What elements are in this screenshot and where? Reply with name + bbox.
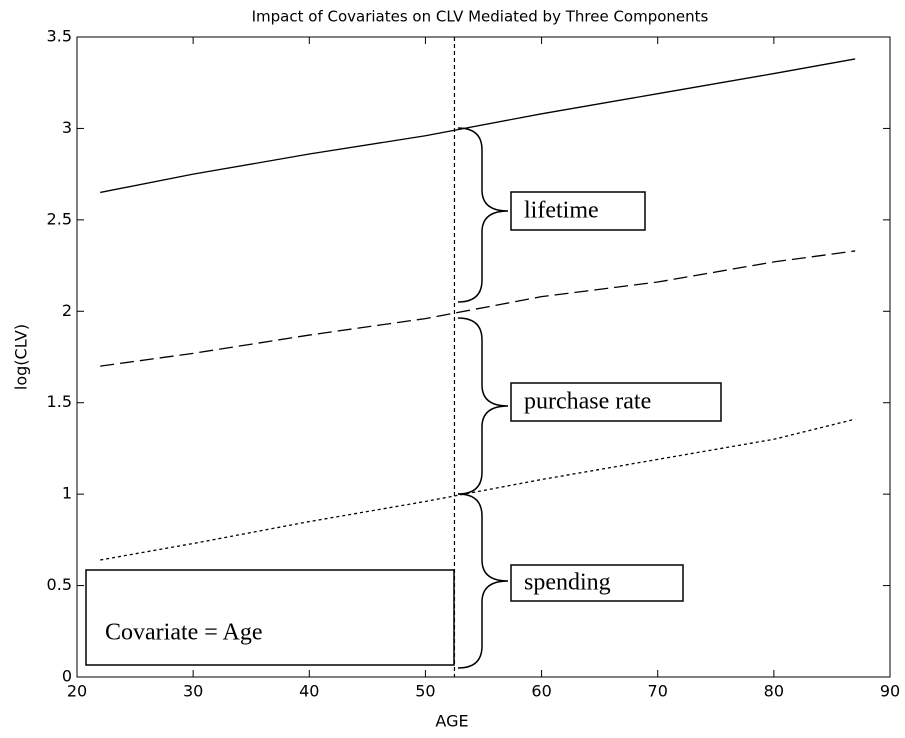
- x-tick-label: 50: [415, 682, 435, 701]
- x-tick-label: 40: [299, 682, 319, 701]
- x-tick-label: 80: [764, 682, 784, 701]
- y-tick-label: 2.5: [47, 209, 72, 228]
- plot-frame: [76, 36, 891, 678]
- x-tick-label: 20: [67, 682, 87, 701]
- y-axis-label: log(CLV): [12, 324, 31, 390]
- annotation-box: [510, 564, 684, 602]
- annotation-box: [510, 191, 646, 231]
- line: [100, 58, 856, 194]
- line: [100, 250, 856, 367]
- brace: [457, 493, 509, 669]
- y-tick-label: 1.5: [47, 392, 72, 411]
- x-tick-label: 70: [648, 682, 668, 701]
- x-axis-label: AGE: [435, 712, 468, 731]
- line: [100, 418, 856, 561]
- y-tick-label: 0.5: [47, 575, 72, 594]
- y-tick-label: 3.5: [47, 27, 72, 46]
- x-tick-label: 90: [880, 682, 900, 701]
- annotation: purchase rate: [524, 389, 651, 415]
- y-tick-label: 1: [62, 484, 72, 503]
- y-tick-label: 3: [62, 118, 72, 137]
- y-tick-label: 2: [62, 301, 72, 320]
- annotation: lifetime: [524, 198, 599, 224]
- braces: [457, 127, 509, 669]
- x-tick-label: 30: [183, 682, 203, 701]
- annotation: Covariate = Age: [105, 620, 263, 646]
- brace: [457, 127, 509, 303]
- annotation-box: [510, 382, 722, 422]
- chart-title: Impact of Covariates on CLV Mediated by …: [252, 8, 709, 26]
- y-tick-label: 0: [62, 667, 72, 686]
- annotation: spending: [524, 570, 611, 596]
- brace: [457, 317, 509, 495]
- annotation-box: [85, 569, 455, 666]
- x-tick-label: 60: [531, 682, 551, 701]
